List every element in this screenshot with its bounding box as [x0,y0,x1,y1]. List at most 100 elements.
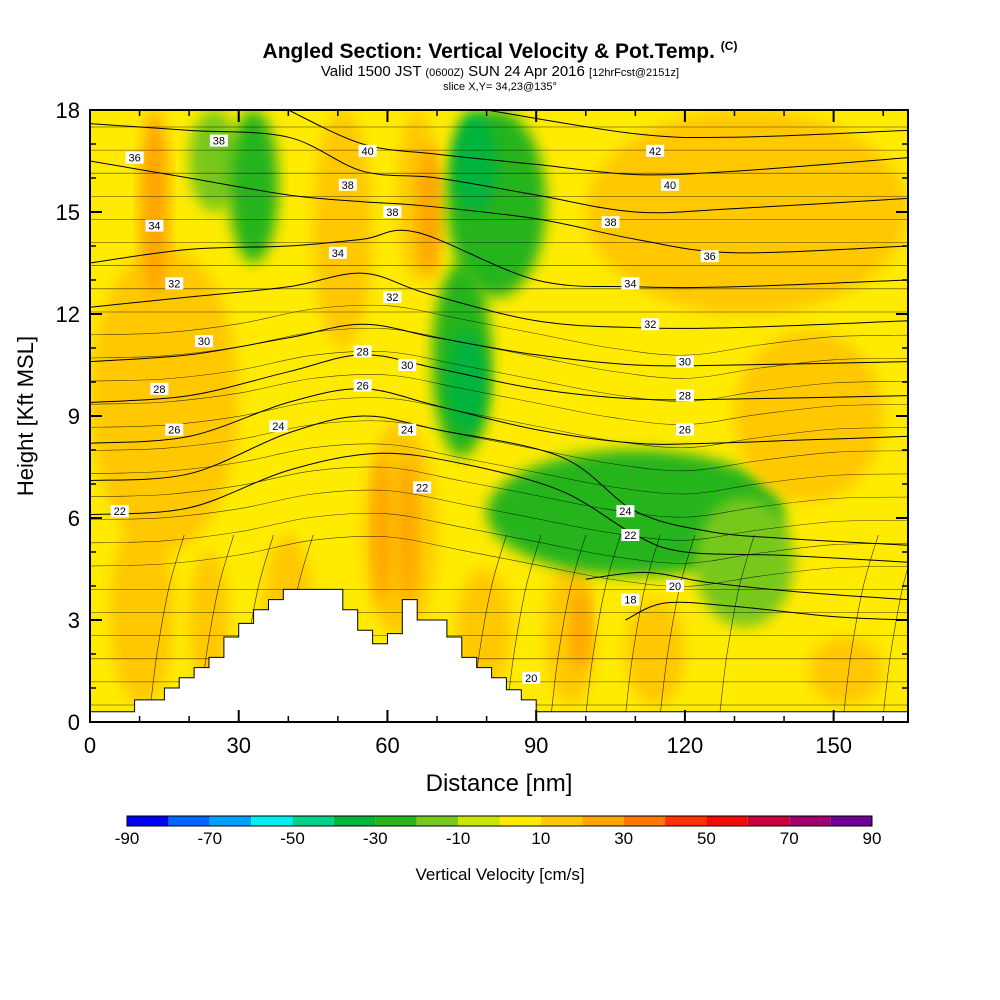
theta-contour [288,110,908,176]
field-cell [90,246,239,552]
svg-text:32: 32 [168,278,180,290]
svg-text:30: 30 [401,360,413,372]
x-tick-label: 150 [815,733,852,758]
contour-label: 36 [700,250,719,263]
colorbar-tick-label: 90 [863,829,882,848]
theta-contour [90,397,908,448]
svg-text:28: 28 [153,384,165,396]
y-tick-label: 12 [56,302,80,327]
svg-text:24: 24 [401,425,413,437]
field-cell [734,331,884,501]
theta-contour [90,123,908,214]
svg-text:34: 34 [332,248,344,260]
svg-text:28: 28 [679,391,691,403]
colorbar-swatch [168,816,210,826]
colorbar: -90 -70 -50 -30 -10 10 30 50 70 90 [115,815,882,848]
svg-text:36: 36 [704,251,716,263]
field-cell [372,456,393,603]
contour-label: 22 [621,529,640,542]
y-tick-label: 9 [68,404,80,429]
contour-label: 28 [675,389,694,403]
svg-text:34: 34 [624,278,636,290]
theta-contour [90,351,908,402]
svg-text:38: 38 [386,207,398,219]
field-cell [139,110,170,297]
theta-contour [843,534,879,716]
contour-label: 38 [383,206,402,219]
colorbar-swatch [706,816,748,826]
contour-label: 32 [383,291,402,304]
contour-label: 30 [195,335,214,348]
contour-label: 34 [328,246,347,260]
theta-contour [90,304,908,356]
svg-text:32: 32 [644,319,656,331]
field-cell [397,456,418,603]
svg-text:20: 20 [525,673,537,685]
x-axis-label: Distance [nm] [426,770,573,797]
svg-text:26: 26 [679,425,691,437]
chart-title-text: Angled Section: Vertical Velocity & Pot.… [262,40,715,63]
x-tick-label: 60 [375,733,399,758]
field-cell [585,110,908,314]
valid-time: Valid 1500 JST [320,63,422,80]
svg-text:28: 28 [357,346,369,358]
colorbar-swatch [333,816,376,826]
contour-label: 30 [675,355,694,369]
colorbar-tick-label: -90 [115,829,140,848]
chart-subtitle: Valid 1500 JST (0600Z) SUN 24 Apr 2016 [… [0,64,1000,81]
field-cell [228,110,279,263]
x-tick-label: 120 [667,733,704,758]
valid-date: SUN 24 Apr 2016 [468,63,585,80]
colorbar-swatch [209,816,252,826]
theta-contour [90,354,908,403]
field-cell [417,144,442,280]
colorbar-swatch [416,816,459,826]
contour-label: 40 [358,144,377,158]
x-axis: 0 30 60 90 120 150 [84,110,884,758]
svg-text:38: 38 [213,136,225,148]
field-cell [451,110,497,212]
theta-contour [90,536,908,587]
contour-label: 40 [661,178,680,192]
theta-contour [90,388,908,445]
y-tick-label: 6 [68,506,80,531]
y-tick-label: 3 [68,608,80,633]
colorbar-tick-label: -30 [363,829,388,848]
svg-text:30: 30 [198,336,210,348]
terrain-mask [89,588,909,723]
colorbar-swatch [623,816,666,826]
svg-text:40: 40 [361,146,373,158]
theta-contour [90,443,908,495]
field-cell [808,637,884,705]
svg-text:22: 22 [114,506,126,518]
colorbar-swatch [499,816,541,826]
theta-contour [506,534,542,716]
svg-text:38: 38 [604,217,616,229]
y-tick-label: 0 [68,710,80,735]
theta-contour [90,374,908,425]
svg-text:24: 24 [272,421,284,433]
field-cell [446,331,487,433]
colorbar-swatch [540,816,583,826]
svg-text:32: 32 [386,292,398,304]
contour-labels: 38 36 40 42 38 40 38 38 34 34 36 32 34 32 32 30 28 30 30 28… [110,134,719,685]
theta-contour [90,415,908,546]
y-tick-label: 15 [56,200,80,225]
x-tick-label: 90 [524,733,548,758]
chart-title-unit: (C) [720,39,738,53]
colorbar-tick-label: -70 [197,829,222,848]
field-cell [694,497,794,627]
colorbar-swatch [251,816,293,826]
theta-contour [90,512,908,564]
field-cell [109,518,175,705]
colorbar-tick-label: 10 [531,829,550,848]
contour-label: 24 [616,505,635,518]
contour-label: 26 [675,423,694,437]
theta-contour [90,272,908,329]
contour-label: 42 [646,144,665,158]
svg-text:22: 22 [624,530,636,542]
theta-contour [90,327,908,379]
contour-label: 28 [353,345,372,358]
